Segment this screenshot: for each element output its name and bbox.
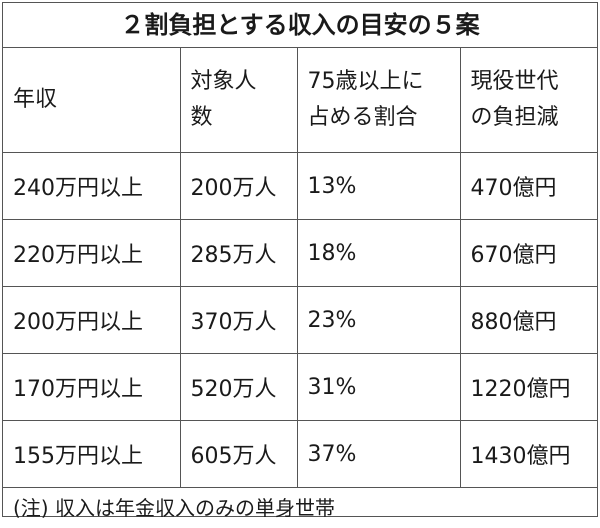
header-burden-reduction: 現役世代 の負担減 <box>459 48 597 153</box>
income-cell: 155万円以上 <box>3 420 181 488</box>
table-title: ２割負担とする収入の目安の５案 <box>3 3 597 48</box>
table-row: 240万円以上 200万人 13% 470億円 <box>3 152 597 220</box>
income-cell: 240万円以上 <box>3 152 181 220</box>
count-cell: 200万人 <box>179 152 298 220</box>
header-share-75plus: 75歳以上に 占める割合 <box>296 48 461 153</box>
table-row: 200万円以上 370万人 23% 880億円 <box>3 286 597 354</box>
reduction-cell: 880億円 <box>459 286 597 354</box>
share-cell: 31% <box>296 353 461 421</box>
count-cell: 605万人 <box>179 420 298 488</box>
share-cell: 37% <box>296 420 461 488</box>
income-threshold-table: 年収 対象人 数 75歳以上に 占める割合 現役世代 の負担減 240万円以上 <box>3 48 597 488</box>
income-cell: 220万円以上 <box>3 219 181 287</box>
reduction-cell: 1220億円 <box>459 353 597 421</box>
count-cell: 520万人 <box>179 353 298 421</box>
income-cell: 200万円以上 <box>3 286 181 354</box>
header-target-count: 対象人 数 <box>179 48 298 153</box>
table-row: 170万円以上 520万人 31% 1220億円 <box>3 353 597 421</box>
table-row: 155万円以上 605万人 37% 1430億円 <box>3 420 597 488</box>
share-cell: 23% <box>296 286 461 354</box>
header-row: 年収 対象人 数 75歳以上に 占める割合 現役世代 の負担減 <box>3 48 597 153</box>
share-cell: 13% <box>296 152 461 220</box>
reduction-cell: 1430億円 <box>459 420 597 488</box>
reduction-cell: 670億円 <box>459 219 597 287</box>
share-cell: 18% <box>296 219 461 287</box>
count-cell: 285万人 <box>179 219 298 287</box>
count-cell: 370万人 <box>179 286 298 354</box>
table-row: 220万円以上 285万人 18% 670億円 <box>3 219 597 287</box>
header-income: 年収 <box>3 48 181 153</box>
table-card: ２割負担とする収入の目安の５案 年収 対象人 数 75歳以上に 占める割合 現役… <box>2 2 598 520</box>
table-footnote: (注) 収入は年金収入のみの単身世帯 <box>13 496 335 520</box>
income-cell: 170万円以上 <box>3 353 181 421</box>
reduction-cell: 470億円 <box>459 152 597 220</box>
